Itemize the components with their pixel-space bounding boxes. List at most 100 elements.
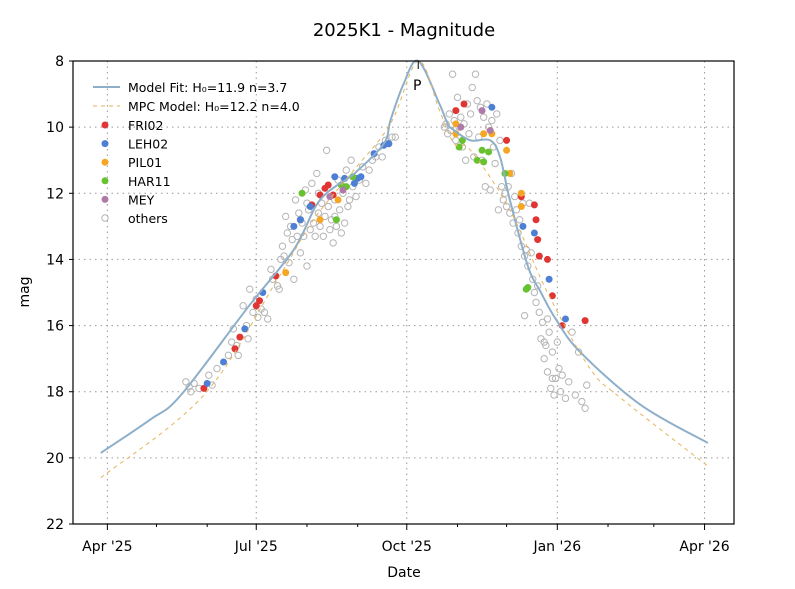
chart-title: 2025K1 - Magnitude [313,20,495,41]
others-point [545,328,553,336]
har11-point [458,136,466,144]
others-point [448,70,457,78]
leh02-point [519,222,527,230]
others-point [309,219,318,227]
others-point [306,225,314,234]
har11-point [298,189,306,197]
others-point [551,374,560,383]
fri02-point [530,201,538,209]
others-point [234,351,242,360]
fri02-point [532,216,540,224]
others-point [493,110,501,118]
others-point [543,368,552,376]
others-point [466,110,475,118]
others-point [324,202,332,211]
others-point [288,235,296,244]
leh02-point [357,173,365,181]
others-point [340,219,349,227]
others-point [486,186,494,194]
others-point [578,397,586,406]
others-point [332,222,341,231]
pil01-point [503,146,511,154]
others-point [550,391,558,399]
y-tick-label: 12 [46,186,64,202]
others-point [344,202,352,211]
perihelion-label: P [413,78,421,94]
legend-label: PIL01 [128,155,162,170]
har11-point [332,216,340,224]
others-point [491,159,499,168]
y-tick-label: 16 [46,319,64,335]
others-point [571,391,579,399]
others-point [453,93,462,102]
others-point [291,196,300,204]
x-tick-label: Apr '26 [679,539,729,555]
pil01-point [480,130,488,138]
pil01-point [452,120,460,128]
leh02-point [241,325,249,333]
others-point [511,192,519,201]
others-point [515,216,524,224]
y-tick-label: 8 [55,54,64,70]
legend-label: MEY [128,192,155,207]
others-point [548,374,557,383]
others-point [267,265,275,274]
others-point [260,308,269,317]
others-point [295,209,303,217]
leh02-point [385,140,393,148]
pil01-point [334,196,342,204]
others-point [465,130,473,138]
pil01-point [517,189,525,197]
others-point [457,113,465,121]
leh02-point [203,379,211,387]
others-point [555,364,563,373]
others-point [391,133,400,141]
y-axis-label: mag [17,276,33,307]
x-tick-label: Jul '25 [234,539,278,555]
pil01-point [506,169,514,177]
plot-area: P [100,59,709,479]
pil01-point [316,216,324,224]
leh02-point [296,216,304,224]
y-tick-label: 20 [46,451,64,467]
plot-frame [72,60,735,525]
others-point [228,338,236,346]
others-point [553,338,561,346]
others-point [296,249,305,257]
leh02-point [290,222,298,230]
har11-point [522,285,530,293]
others-point [565,378,573,386]
others-point [378,153,386,161]
others-point [461,156,470,164]
others-point [532,298,540,307]
others-point [561,394,570,403]
others-point [182,378,190,386]
others-point [488,116,496,125]
x-tick-label: Apr '25 [82,539,132,555]
mpc-model-line [100,60,709,479]
mey-point [339,186,347,194]
others-point [314,209,323,217]
others-point [468,83,476,92]
legend-leh02-marker [101,140,109,148]
y-tick-label: 18 [46,385,64,401]
others-point [583,381,591,389]
others-point [335,206,344,214]
others-point [497,182,506,191]
others-point [281,212,290,221]
har11-point [478,146,486,154]
others-point [556,388,565,396]
others-point [205,371,213,379]
leh02-point [306,203,314,211]
others-point [499,196,508,204]
others-point [473,96,481,105]
fri02-point [252,302,260,310]
pil01-point [517,203,525,211]
legend-label: HAR11 [128,174,171,189]
fri02-point [535,252,543,260]
others-point [285,259,293,267]
x-axis-label: Date [387,565,420,581]
others-point [533,282,542,290]
legend-fri02-marker [101,121,109,129]
